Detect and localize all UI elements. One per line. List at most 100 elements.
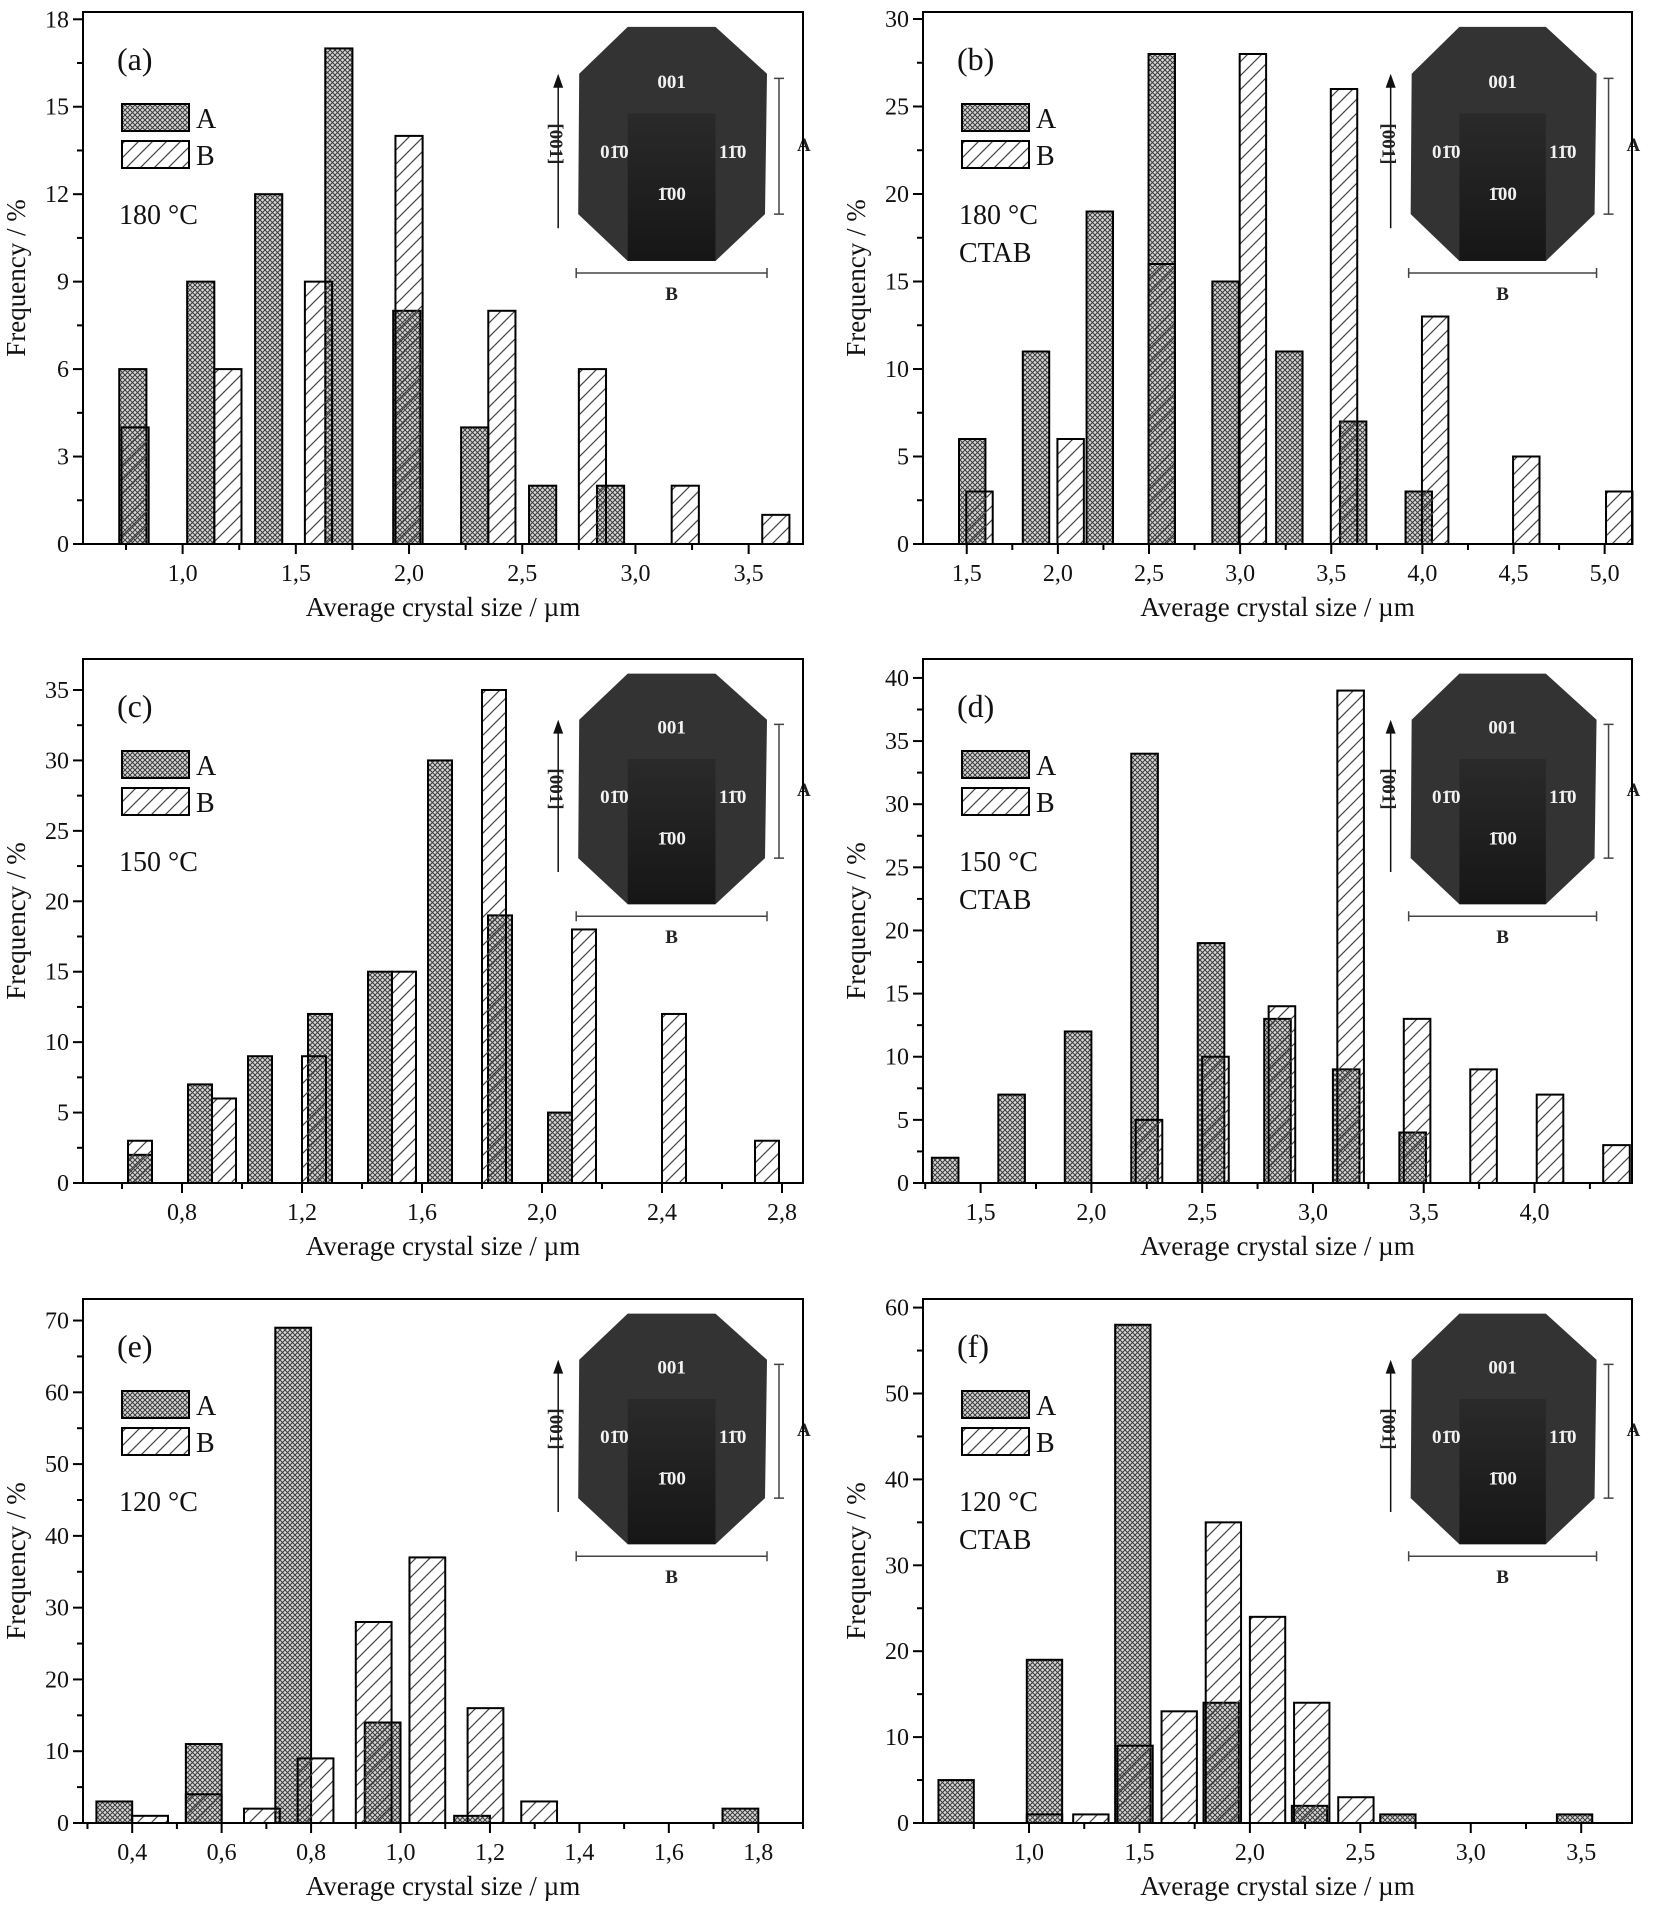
bar-B — [487, 309, 517, 545]
arrow-head-icon — [1385, 719, 1396, 734]
dimension-a-bracket — [774, 1363, 784, 1499]
x-axis-title: Average crystal size / µm — [1140, 1231, 1414, 1261]
dimension-b-label: B — [665, 927, 678, 948]
y-tick-label: 15 — [45, 95, 69, 121]
y-tick-label: 30 — [885, 7, 909, 33]
crystal-face-label: 01̄0 — [600, 142, 629, 163]
dimension-b-bracket — [1407, 1551, 1598, 1562]
x-tick-label: 2,0 — [1076, 1200, 1106, 1226]
bar-A — [1211, 280, 1240, 545]
y-axis-title: Frequency / % — [1, 199, 31, 356]
x-tick-label: 1,4 — [564, 1840, 594, 1866]
legend-label-A: A — [1036, 104, 1057, 135]
legend-label-A: A — [196, 104, 217, 135]
plot-frame — [922, 1298, 1633, 1824]
x-tick-label: 3,5 — [1316, 561, 1346, 587]
legend-swatch-A — [961, 103, 1030, 132]
x-tick-label: 1,2 — [287, 1200, 317, 1226]
x-tick-label: 0,4 — [117, 1840, 147, 1866]
dimension-b-bracket — [575, 911, 768, 922]
crystal-front-face — [1459, 113, 1546, 261]
legend: AB — [961, 750, 1057, 819]
bar-B — [1535, 1093, 1565, 1185]
dimension-a-bracket — [1603, 77, 1614, 215]
bar-B — [571, 928, 597, 1184]
bar-B — [481, 688, 507, 1184]
crystal-front-face — [1459, 758, 1546, 905]
bar-B — [1469, 1068, 1498, 1185]
y-tick-label: 0 — [897, 532, 909, 558]
legend: AB — [121, 1390, 217, 1459]
arrow-head-icon — [1385, 73, 1396, 88]
bar-B — [301, 1055, 327, 1185]
x-tick-label: 3,5 — [1409, 1200, 1439, 1226]
bar-A — [1379, 1813, 1417, 1824]
x-tick-label: 2,0 — [527, 1200, 557, 1226]
crystal-face-label: 001 — [657, 718, 686, 739]
dimension-b-label: B — [1496, 927, 1509, 948]
bar-B — [661, 1012, 687, 1184]
panel-label: (b) — [957, 41, 994, 77]
bar-B — [1204, 1521, 1243, 1824]
y-tick-label: 18 — [45, 7, 69, 33]
y-tick-label: 10 — [885, 1045, 909, 1071]
y-tick-label: 5 — [57, 1101, 69, 1127]
bar-B — [1267, 1005, 1297, 1185]
bar-A — [274, 1326, 313, 1824]
growth-axis-label: [001] — [545, 123, 566, 164]
bar-A — [528, 484, 558, 546]
condition-text: 180 °C — [119, 200, 198, 231]
x-tick-label: 1,5 — [1124, 1840, 1154, 1866]
growth-axis-label: [001] — [545, 1408, 566, 1449]
dimension-b-bracket — [1407, 267, 1598, 278]
arrow-head-icon — [553, 73, 564, 88]
crystal-face-label: 001 — [1488, 72, 1517, 93]
plot-frame — [82, 11, 804, 545]
y-tick-label: 30 — [885, 792, 909, 818]
y-tick-label: 20 — [885, 182, 909, 208]
legend-label-A: A — [196, 751, 217, 782]
growth-axis-label: [001] — [1378, 123, 1399, 164]
bar-A — [1130, 752, 1159, 1184]
x-tick-label: 1,2 — [475, 1840, 505, 1866]
condition-text: CTAB — [959, 1525, 1031, 1556]
y-tick-label: 15 — [885, 982, 909, 1008]
x-axis-title: Average crystal size / µm — [1140, 592, 1414, 622]
y-tick-label: 10 — [45, 1030, 69, 1056]
bar-B — [965, 490, 994, 545]
arrow-head-icon — [1385, 1359, 1396, 1374]
series-B — [127, 688, 780, 1185]
crystal-face-label: 01̄0 — [1432, 787, 1461, 808]
y-axis-title: Frequency / % — [1, 1482, 31, 1639]
legend: AB — [961, 103, 1057, 172]
crystal-face-label: 01̄0 — [1432, 1427, 1461, 1448]
y-tick-label: 50 — [885, 1381, 909, 1407]
bar-B — [394, 134, 424, 545]
bar-A — [1114, 1323, 1152, 1825]
y-tick-label: 20 — [885, 918, 909, 944]
legend-label-B: B — [1036, 788, 1055, 819]
dimension-b-label: B — [665, 1567, 678, 1588]
legend-label-B: B — [196, 788, 215, 819]
y-tick-label: 5 — [897, 445, 909, 471]
bar-A — [367, 970, 393, 1184]
x-tick-label: 2,0 — [1043, 561, 1073, 587]
plot-frame — [82, 658, 804, 1184]
bar-A — [721, 1807, 760, 1824]
y-tick-label: 15 — [45, 960, 69, 986]
series-B — [120, 134, 791, 546]
x-tick-label: 3,0 — [1456, 1840, 1486, 1866]
y-tick-label: 0 — [897, 1171, 909, 1197]
x-tick-label: 4,0 — [1407, 561, 1437, 587]
x-tick-label: 5,0 — [1590, 561, 1620, 587]
y-axis-title: Frequency / % — [1, 842, 31, 999]
bar-A — [997, 1093, 1026, 1185]
series-B — [131, 1556, 559, 1825]
y-tick-label: 15 — [885, 270, 909, 296]
